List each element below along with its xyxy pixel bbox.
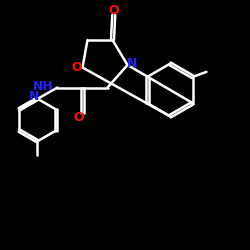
Text: O: O [108, 4, 119, 16]
Text: N: N [28, 90, 39, 103]
Text: O: O [74, 111, 84, 124]
Text: NH: NH [33, 80, 54, 93]
Text: O: O [71, 61, 82, 74]
Text: N: N [127, 57, 138, 70]
